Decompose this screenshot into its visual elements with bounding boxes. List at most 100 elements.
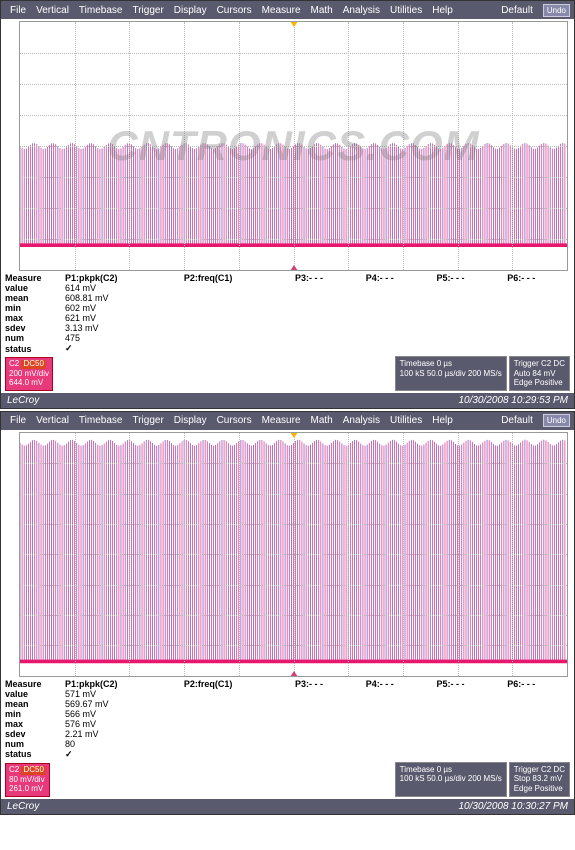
trig-edge: Edge xyxy=(514,784,533,793)
menu-utilities[interactable]: Utilities xyxy=(385,415,427,426)
tb-pos: 0 µs xyxy=(437,359,452,368)
menu-utilities[interactable]: Utilities xyxy=(385,5,427,16)
cell: sdev xyxy=(1,323,61,333)
trig-badge: C2 DC xyxy=(541,765,565,774)
channel-badge[interactable]: C2 DC50200 mV/div644.0 mV xyxy=(5,357,53,390)
cell: max xyxy=(1,313,61,323)
timebase-panel[interactable]: Timebase 0 µs100 kS 50.0 µs/div 200 MS/s xyxy=(395,762,507,797)
menu-timebase[interactable]: Timebase xyxy=(74,5,128,16)
menu-math[interactable]: Math xyxy=(306,415,338,426)
menu-display[interactable]: Display xyxy=(169,415,212,426)
cell: 602 mV xyxy=(61,303,180,313)
cell xyxy=(291,343,362,354)
trigger-pos-marker-bottom[interactable] xyxy=(290,265,298,271)
cell xyxy=(432,303,503,313)
badge-ch: C2 xyxy=(9,765,19,774)
menu-file[interactable]: File xyxy=(5,415,31,426)
menu-measure[interactable]: Measure xyxy=(257,5,306,16)
cell xyxy=(291,323,362,333)
trigger-pos-marker-top[interactable] xyxy=(290,432,298,438)
table-row: value614 mV xyxy=(1,283,574,293)
cell xyxy=(291,709,362,719)
cell xyxy=(432,323,503,333)
cell xyxy=(432,729,503,739)
bottom-bar: C2 DC5080 mV/div261.0 mV Timebase 0 µs100… xyxy=(1,760,574,799)
menu-cursors[interactable]: Cursors xyxy=(212,415,257,426)
trigger-panel[interactable]: Trigger C2 DCAuto 84 mVEdge Positive xyxy=(509,356,570,391)
waveform-area[interactable]: C2CNTRONICS.COM xyxy=(19,21,568,271)
cell: 475 xyxy=(61,333,180,343)
badge-offset: 261.0 mV xyxy=(9,785,46,794)
trigger-pos-marker-top[interactable] xyxy=(290,21,298,27)
cell: ✓ xyxy=(61,343,180,354)
default-button[interactable]: Default xyxy=(495,415,539,426)
menu-display[interactable]: Display xyxy=(169,5,212,16)
channel-badge[interactable]: C2 DC5080 mV/div261.0 mV xyxy=(5,763,50,796)
menu-timebase[interactable]: Timebase xyxy=(74,415,128,426)
cell xyxy=(180,699,291,709)
menu-trigger[interactable]: Trigger xyxy=(127,5,168,16)
menu-vertical[interactable]: Vertical xyxy=(31,415,74,426)
cell xyxy=(180,719,291,729)
cell xyxy=(503,699,574,709)
cell xyxy=(362,323,433,333)
brand-label: LeCroy xyxy=(7,801,39,812)
menu-help[interactable]: Help xyxy=(427,415,458,426)
cell: 566 mV xyxy=(61,709,180,719)
table-row: sdev3.13 mV xyxy=(1,323,574,333)
cell: status xyxy=(1,749,61,760)
timestamp: 10/30/2008 10:29:53 PM xyxy=(458,395,568,406)
trig-badge: C2 DC xyxy=(541,359,565,368)
cell xyxy=(180,333,291,343)
cell xyxy=(432,283,503,293)
badge-ch: C2 xyxy=(9,359,19,368)
cell xyxy=(362,739,433,749)
table-row: mean608.81 mV xyxy=(1,293,574,303)
table-row: max621 mV xyxy=(1,313,574,323)
trig-slope: Positive xyxy=(535,784,563,793)
info-panels: Timebase 0 µs100 kS 50.0 µs/div 200 MS/s… xyxy=(395,762,570,797)
menu-vertical[interactable]: Vertical xyxy=(31,5,74,16)
undo-button[interactable]: Undo xyxy=(543,414,570,427)
cell xyxy=(432,699,503,709)
menu-file[interactable]: File xyxy=(5,5,31,16)
col-header: P3:- - - xyxy=(291,273,362,283)
menu-analysis[interactable]: Analysis xyxy=(338,5,385,16)
panel-row: Edge Positive xyxy=(514,378,565,388)
trigger-pos-marker-bottom[interactable] xyxy=(290,671,298,677)
waveform-area[interactable]: C2 xyxy=(19,432,568,677)
oscilloscope-window: FileVerticalTimebaseTriggerDisplayCursor… xyxy=(0,0,575,409)
cell xyxy=(362,333,433,343)
undo-button[interactable]: Undo xyxy=(543,4,570,17)
menu-trigger[interactable]: Trigger xyxy=(127,415,168,426)
panel-title: Trigger xyxy=(514,765,539,774)
menu-measure[interactable]: Measure xyxy=(257,415,306,426)
cell xyxy=(362,313,433,323)
panel-title: Timebase xyxy=(400,765,435,774)
cell xyxy=(291,739,362,749)
gridline xyxy=(20,53,567,54)
cell xyxy=(180,729,291,739)
menu-cursors[interactable]: Cursors xyxy=(212,5,257,16)
default-button[interactable]: Default xyxy=(495,5,539,16)
badge-flag: DC50 xyxy=(21,766,45,775)
panel-title: Timebase xyxy=(400,359,435,368)
trigger-panel[interactable]: Trigger C2 DCStop 83.2 mVEdge Positive xyxy=(509,762,570,797)
cell xyxy=(291,729,362,739)
col-header: P3:- - - xyxy=(291,679,362,689)
cell xyxy=(432,719,503,729)
panel-row: 100 kS 50.0 µs/div 200 MS/s xyxy=(400,774,502,784)
menu-analysis[interactable]: Analysis xyxy=(338,415,385,426)
menu-help[interactable]: Help xyxy=(427,5,458,16)
timebase-panel[interactable]: Timebase 0 µs100 kS 50.0 µs/div 200 MS/s xyxy=(395,356,507,391)
table-row: status✓ xyxy=(1,343,574,354)
menu-math[interactable]: Math xyxy=(306,5,338,16)
cell xyxy=(362,283,433,293)
cell xyxy=(503,729,574,739)
cell xyxy=(362,719,433,729)
panel-title: Trigger xyxy=(514,359,539,368)
tb-pos: 0 µs xyxy=(437,765,452,774)
measurement-table: MeasureP1:pkpk(C2)P2:freq(C1)P3:- - -P4:… xyxy=(1,679,574,760)
cell xyxy=(180,293,291,303)
cell xyxy=(362,343,433,354)
